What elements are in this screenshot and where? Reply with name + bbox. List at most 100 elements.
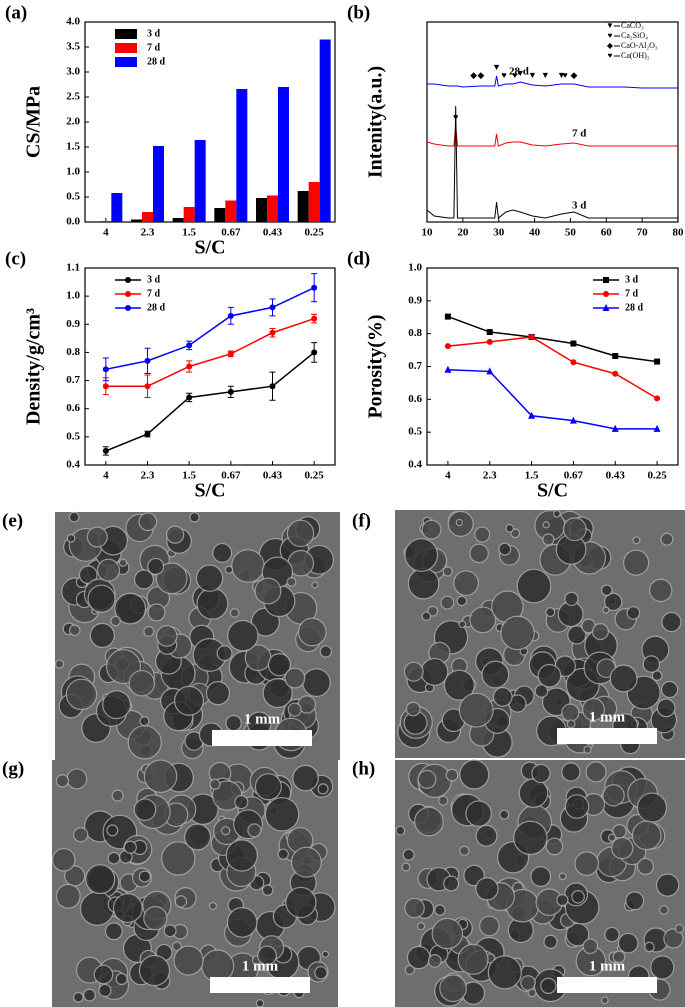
bar (214, 208, 226, 222)
pore (658, 905, 669, 915)
pore (205, 681, 231, 706)
pore (401, 862, 411, 872)
pore (262, 678, 293, 709)
legend-label: 7 d (147, 42, 161, 53)
x-tick-label: 4 (445, 470, 451, 482)
pore (406, 945, 431, 970)
bar (236, 89, 248, 222)
pore (443, 669, 475, 701)
series-line (105, 317, 315, 387)
pore (566, 719, 576, 729)
y-tick-label: 0.4 (408, 459, 422, 471)
pore (520, 975, 536, 991)
pattern-label: 3 d (572, 200, 586, 212)
peak-marker: ◆ (470, 70, 477, 80)
pore (138, 870, 151, 883)
y-tick-label: 0.8 (66, 346, 80, 358)
x-tick-label: 0.43 (263, 227, 283, 239)
pore (264, 797, 300, 832)
data-point (570, 340, 577, 347)
pore (561, 703, 580, 722)
pore (225, 714, 242, 732)
data-point (269, 383, 276, 390)
pore (556, 893, 569, 907)
pore (609, 664, 638, 693)
pore (636, 792, 668, 823)
legend-symbol: ▼ (606, 21, 614, 30)
bar (194, 140, 206, 222)
pore (457, 943, 489, 975)
data-point (186, 342, 193, 349)
y-tick-label: 1.5 (66, 141, 80, 153)
scale-label: 1 mm (244, 711, 281, 727)
pore (585, 761, 607, 783)
x-tick-label: 0.25 (305, 470, 325, 482)
pore (161, 841, 196, 876)
pore (459, 759, 490, 790)
bar (267, 195, 278, 222)
series-line (447, 336, 658, 399)
pore (155, 625, 178, 647)
pore (553, 509, 561, 518)
data-point (227, 388, 234, 395)
data-point (102, 447, 109, 454)
pore (417, 769, 437, 789)
pore (421, 611, 432, 621)
pore (143, 759, 178, 794)
pore (254, 577, 282, 605)
pore (607, 833, 617, 842)
data-point (569, 416, 577, 424)
pore (72, 991, 84, 1003)
legend-label: 28 d (147, 302, 166, 313)
peak-marker: ♥ (562, 70, 567, 80)
data-point (444, 343, 451, 350)
pore (73, 827, 89, 843)
pore (604, 926, 620, 943)
legend-label: 28 d (625, 302, 644, 313)
pore (127, 725, 162, 760)
pore (438, 795, 449, 806)
legend-swatch (115, 29, 137, 39)
pore (404, 538, 439, 572)
pore (286, 576, 297, 587)
pore (453, 570, 480, 597)
pore (542, 521, 550, 529)
y-tick-label: 2.5 (66, 91, 80, 103)
pore (112, 893, 143, 924)
y-tick-label: 3.0 (66, 66, 80, 78)
pore (558, 872, 567, 881)
pore (574, 851, 600, 876)
pore (431, 917, 464, 950)
peak-marker: ♥ (512, 70, 517, 80)
x-tick-label: 1.5 (182, 470, 196, 482)
pore (567, 625, 587, 645)
pore (455, 518, 464, 527)
pore (518, 778, 549, 809)
data-point (654, 395, 661, 402)
peak-marker: ♥ (501, 70, 506, 80)
pore (220, 826, 231, 836)
y-axis-title: Density/g/cm³ (23, 308, 45, 425)
pore (661, 680, 679, 699)
y-tick-label: 0.6 (408, 393, 422, 405)
pore (636, 857, 655, 876)
pore (581, 697, 606, 721)
pore (602, 784, 625, 807)
pore (143, 906, 168, 931)
pore (138, 954, 171, 987)
peak-marker: ◆ (571, 70, 578, 80)
panel-label: (h) (352, 758, 375, 779)
y-tick-label: 0.0 (66, 216, 80, 228)
pore (498, 542, 512, 556)
pore (292, 764, 319, 792)
pore (632, 536, 641, 545)
pore (257, 945, 277, 966)
pore (421, 519, 442, 540)
legend-label: CaO-Al₂O₃ (621, 41, 658, 50)
pore (564, 794, 590, 819)
x-tick-label: 0.25 (647, 470, 667, 482)
pore (118, 558, 128, 567)
data-point (186, 363, 193, 370)
pattern-line (426, 125, 678, 147)
pore (321, 950, 330, 958)
